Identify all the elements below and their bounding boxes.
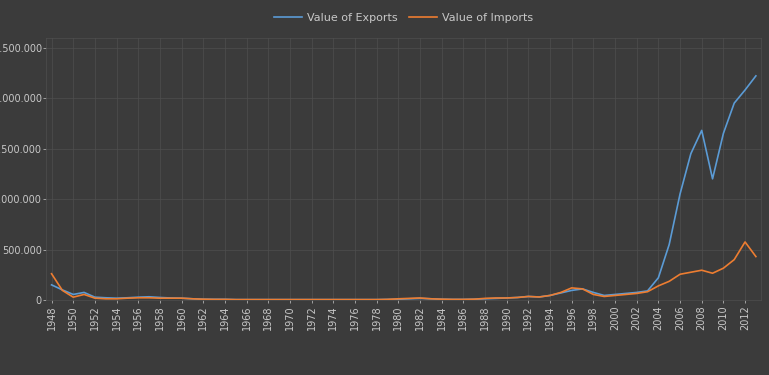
Value of Imports (751, 254, 761, 259)
Value of Exports (751, 74, 761, 78)
Value of Imports (221, 297, 230, 302)
Value of Exports (275, 297, 284, 302)
Value of Exports (221, 297, 230, 302)
Value of Exports (47, 283, 56, 287)
Line: Value of Imports: Value of Imports (52, 242, 756, 300)
Value of Imports (275, 297, 284, 302)
Value of Imports (47, 272, 56, 276)
Value of Imports (611, 293, 620, 298)
Value of Imports (101, 297, 110, 301)
Value of Exports (231, 297, 241, 302)
Value of Imports (372, 297, 381, 302)
Value of Exports (101, 296, 110, 300)
Legend: Value of Exports, Value of Imports: Value of Exports, Value of Imports (269, 9, 538, 28)
Value of Imports (361, 297, 371, 302)
Value of Imports (231, 297, 241, 302)
Value of Exports (611, 292, 620, 297)
Value of Exports (361, 297, 371, 302)
Value of Imports (741, 240, 750, 244)
Line: Value of Exports: Value of Exports (52, 76, 756, 300)
Value of Exports (708, 177, 717, 181)
